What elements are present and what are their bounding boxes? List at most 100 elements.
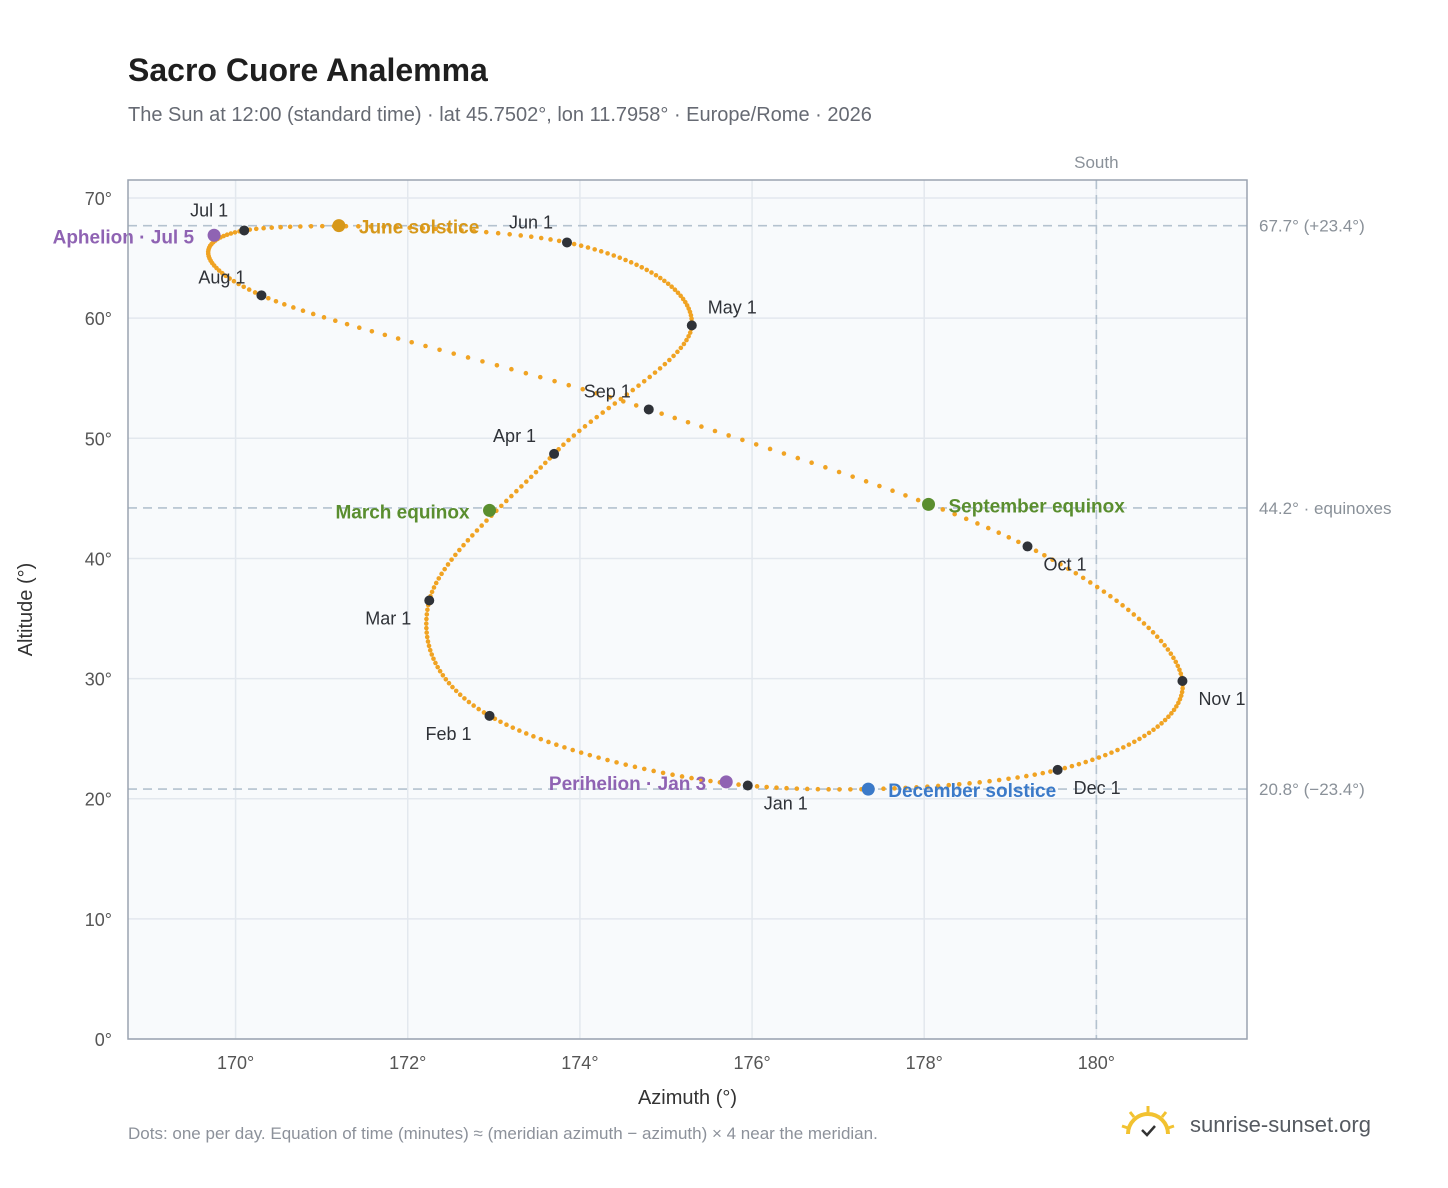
month-marker <box>484 710 495 721</box>
day-dot <box>1015 775 1020 780</box>
day-dot <box>439 571 444 577</box>
day-dot <box>517 728 522 733</box>
day-dot <box>538 736 544 742</box>
month-label: May 1 <box>708 297 757 317</box>
day-dot <box>754 784 760 789</box>
day-dot <box>977 780 982 785</box>
day-dot <box>216 268 222 273</box>
month-label: Sep 1 <box>584 381 631 401</box>
month-marker <box>239 225 250 236</box>
day-dot <box>636 383 641 388</box>
day-dot <box>1080 575 1086 581</box>
day-dot <box>519 484 524 489</box>
day-dot <box>587 752 593 758</box>
day-dot <box>381 224 387 230</box>
day-dot <box>996 530 1002 536</box>
day-dot <box>657 275 663 281</box>
day-dot <box>291 305 296 310</box>
day-dot <box>423 621 429 626</box>
plot-frame <box>127 179 1248 1040</box>
day-dot <box>671 353 676 359</box>
day-dot <box>1155 724 1160 729</box>
day-dot <box>424 616 429 622</box>
day-dot <box>461 542 466 548</box>
month-markers: Jan 1 Feb 1 Mar 1 Apr 1 May 1 Jun 1 Jul 1 Aug 1… <box>190 200 1245 813</box>
month-label: Mar 1 <box>365 608 411 628</box>
day-dot <box>767 446 773 452</box>
day-dot <box>484 518 489 523</box>
day-dot <box>903 493 908 498</box>
day-dot <box>1065 566 1071 572</box>
y-tick-label: 40° <box>85 549 112 569</box>
day-dot <box>764 784 769 790</box>
day-dot <box>641 378 647 384</box>
day-dot <box>662 278 667 284</box>
day-dot <box>429 589 435 595</box>
day-dot <box>278 224 283 230</box>
day-dot <box>431 656 436 662</box>
month-marker <box>256 290 267 301</box>
day-dot <box>641 766 647 772</box>
day-dot <box>675 349 680 355</box>
month-label: Aug 1 <box>198 267 245 287</box>
day-dot <box>407 225 413 230</box>
y-tick-label: 30° <box>85 670 112 690</box>
day-dot <box>639 265 645 270</box>
y-tick-label: 50° <box>85 429 112 449</box>
event-label: September equinox <box>949 496 1126 517</box>
day-dot <box>672 287 678 293</box>
day-dot <box>223 273 229 279</box>
day-dot <box>356 325 362 331</box>
day-dot <box>356 224 361 229</box>
day-dot <box>395 336 401 341</box>
day-dot <box>571 433 577 438</box>
x-tick-label: 178° <box>906 1053 943 1073</box>
day-dot <box>1178 671 1184 676</box>
day-dot <box>915 497 921 503</box>
day-dot <box>425 607 430 613</box>
day-dot <box>686 333 691 339</box>
day-dot <box>1178 693 1184 698</box>
day-dot <box>823 465 828 470</box>
day-dot <box>518 233 524 238</box>
day-dot <box>1120 603 1125 608</box>
day-dot <box>653 272 659 278</box>
y-axis-label: Altitude (°) <box>15 563 37 657</box>
day-dot <box>617 255 623 261</box>
day-dot <box>1114 598 1119 604</box>
event-label: June solstice <box>359 218 479 239</box>
event-marker <box>922 497 936 511</box>
day-dot <box>1150 630 1156 635</box>
day-dot <box>987 778 992 784</box>
day-dot <box>1177 696 1183 702</box>
day-dot <box>578 750 584 755</box>
y-tick-label: 70° <box>85 189 112 209</box>
day-dot <box>498 719 503 725</box>
day-dot <box>1165 647 1171 652</box>
day-dot <box>667 357 672 363</box>
day-dot <box>1006 535 1012 540</box>
day-dot <box>628 260 634 265</box>
day-dot <box>1162 717 1168 723</box>
day-dot <box>1169 711 1174 716</box>
day-dot <box>914 785 919 790</box>
month-label: Jul 1 <box>190 200 228 220</box>
day-dot <box>1168 651 1174 657</box>
day-dot <box>437 347 442 353</box>
day-dot <box>903 785 908 791</box>
day-dot <box>433 226 439 232</box>
day-dot <box>450 684 455 690</box>
day-dot <box>308 224 314 229</box>
x-tick-label: 180° <box>1078 1053 1115 1073</box>
day-dot <box>1131 612 1137 617</box>
day-dot <box>996 777 1002 783</box>
day-dot <box>420 225 426 231</box>
month-marker <box>686 320 697 331</box>
day-dot <box>538 235 544 241</box>
day-dot <box>427 647 433 653</box>
day-dot <box>1024 773 1029 779</box>
day-dot <box>442 566 447 572</box>
day-dot <box>533 469 539 475</box>
day-dot <box>665 281 671 287</box>
brand[interactable]: sunrise-sunset.org <box>1120 1100 1400 1150</box>
